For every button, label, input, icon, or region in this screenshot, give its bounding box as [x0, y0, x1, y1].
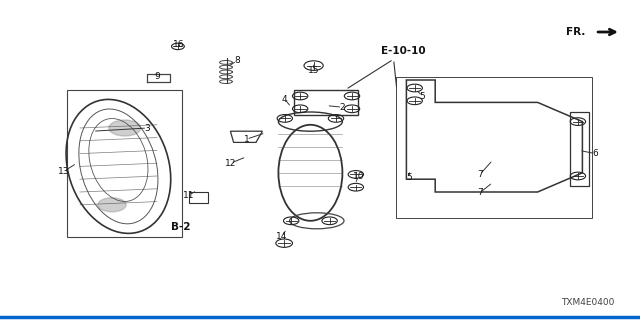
Circle shape: [98, 198, 126, 212]
Text: 6: 6: [593, 149, 598, 158]
Text: 1: 1: [244, 135, 249, 144]
Text: 2: 2: [340, 103, 345, 112]
Text: TXM4E0400: TXM4E0400: [561, 298, 614, 307]
Text: 7: 7: [477, 170, 483, 179]
Text: E-10-10: E-10-10: [381, 46, 426, 56]
Text: 5: 5: [407, 173, 412, 182]
Text: 16: 16: [173, 40, 185, 49]
Text: 9: 9: [154, 72, 159, 81]
Circle shape: [109, 120, 141, 136]
Text: FR.: FR.: [566, 27, 586, 37]
Text: 15: 15: [308, 66, 319, 75]
Text: 14: 14: [276, 232, 287, 241]
Text: 12: 12: [225, 159, 236, 168]
Text: 4: 4: [282, 95, 287, 104]
Text: 5: 5: [420, 92, 425, 100]
Text: 13: 13: [58, 167, 70, 176]
Text: 10: 10: [353, 172, 364, 180]
Text: 11: 11: [183, 191, 195, 200]
Text: 7: 7: [477, 188, 483, 197]
Text: 3: 3: [145, 124, 150, 132]
Text: B-2: B-2: [171, 222, 190, 232]
Text: 8: 8: [234, 56, 239, 65]
